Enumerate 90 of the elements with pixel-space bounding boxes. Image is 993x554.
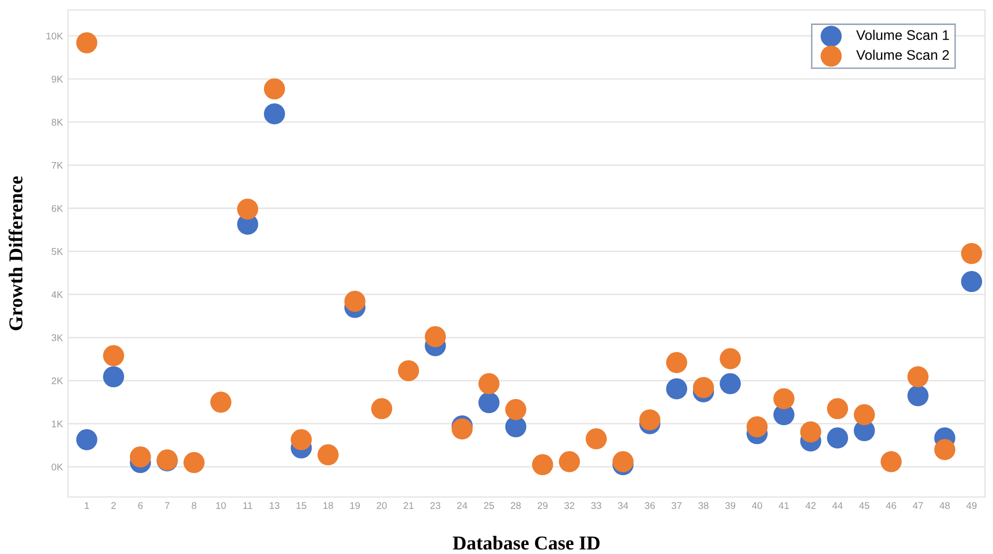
point <box>826 398 848 420</box>
x-tick-label: 40 <box>752 502 762 509</box>
x-tick-label: 7 <box>165 502 170 509</box>
y-tick-label: 1K <box>52 420 64 428</box>
x-tick-label: 33 <box>591 502 602 509</box>
point <box>318 444 339 466</box>
point <box>720 373 741 394</box>
point <box>746 416 768 438</box>
x-tick-label: 47 <box>912 502 923 509</box>
x-tick-label: 10 <box>216 502 226 509</box>
point <box>961 242 982 264</box>
x-tick-label: 18 <box>323 502 334 509</box>
point <box>720 348 741 370</box>
point <box>290 429 312 450</box>
point <box>478 392 500 414</box>
point <box>907 366 928 388</box>
y-tick-label: 9K <box>52 76 64 83</box>
point <box>907 385 928 406</box>
x-axis-title: Database Case ID <box>452 536 600 550</box>
y-tick-label: 0K <box>52 464 64 470</box>
point <box>210 392 232 413</box>
point <box>183 452 205 474</box>
point <box>237 198 258 220</box>
x-tick-label: 24 <box>457 502 468 509</box>
point <box>586 428 607 450</box>
point <box>666 378 688 400</box>
point <box>826 427 848 448</box>
legend-label: Volume Scan 1 <box>856 30 949 40</box>
point <box>505 416 526 438</box>
point <box>264 78 285 100</box>
x-tick-label: 45 <box>859 502 870 509</box>
x-tick-label: 20 <box>376 502 387 509</box>
x-tick-label: 1 <box>84 502 89 509</box>
y-tick-label: 4K <box>51 291 64 298</box>
y-tick-label: 10K <box>46 32 64 40</box>
x-tick-label: 19 <box>350 502 360 509</box>
x-tick-label: 15 <box>296 502 306 509</box>
point <box>773 388 794 410</box>
point <box>854 404 875 426</box>
x-tick-label: 23 <box>430 502 440 509</box>
x-tick-label: 39 <box>725 502 736 509</box>
y-tick-label: 5K <box>52 248 64 255</box>
x-tick-label: 11 <box>243 502 252 509</box>
x-tick-label: 8 <box>192 502 196 509</box>
x-tick-label: 44 <box>832 502 843 509</box>
point <box>371 398 392 420</box>
x-tick-label: 25 <box>484 502 494 509</box>
x-tick-label: 6 <box>138 502 143 509</box>
point <box>666 352 688 374</box>
point <box>264 103 285 124</box>
point <box>344 290 366 312</box>
y-axis-title: Growth Difference <box>8 176 22 330</box>
x-tick-label: 42 <box>806 502 816 509</box>
x-tick-label: 38 <box>698 502 708 509</box>
point <box>76 32 98 54</box>
x-tick-label: 41 <box>778 502 789 509</box>
y-tick-label: 2K <box>52 377 64 384</box>
y-tick-label: 8K <box>52 118 64 126</box>
point <box>76 429 98 450</box>
y-tick-label: 6K <box>52 204 64 212</box>
x-tick-label: 29 <box>538 502 548 509</box>
point <box>639 409 660 430</box>
x-tick-label: 13 <box>270 502 280 509</box>
point <box>532 454 554 476</box>
point <box>505 398 526 420</box>
x-tick-label: 36 <box>644 502 655 509</box>
point <box>398 360 420 382</box>
x-tick-label: 2 <box>111 502 116 509</box>
legend-label: Volume Scan 2 <box>856 50 949 60</box>
point <box>934 439 956 460</box>
point <box>961 270 982 292</box>
x-tick-label: 34 <box>618 502 628 509</box>
x-tick-label: 49 <box>966 502 977 509</box>
y-tick-label: 3K <box>52 334 64 342</box>
point <box>130 446 151 468</box>
point <box>692 377 714 398</box>
point <box>478 373 500 394</box>
x-tick-label: 21 <box>404 502 414 509</box>
point <box>424 326 446 348</box>
x-tick-label: 28 <box>510 502 521 509</box>
point <box>103 366 124 388</box>
point <box>800 421 822 442</box>
x-tick-label: 32 <box>564 502 574 509</box>
x-tick-label: 46 <box>886 502 896 509</box>
point <box>103 345 124 366</box>
point <box>558 451 580 472</box>
y-tick-label: 7K <box>52 162 64 169</box>
x-tick-label: 37 <box>672 502 682 509</box>
point <box>880 451 902 472</box>
x-tick-label: 48 <box>940 502 950 509</box>
